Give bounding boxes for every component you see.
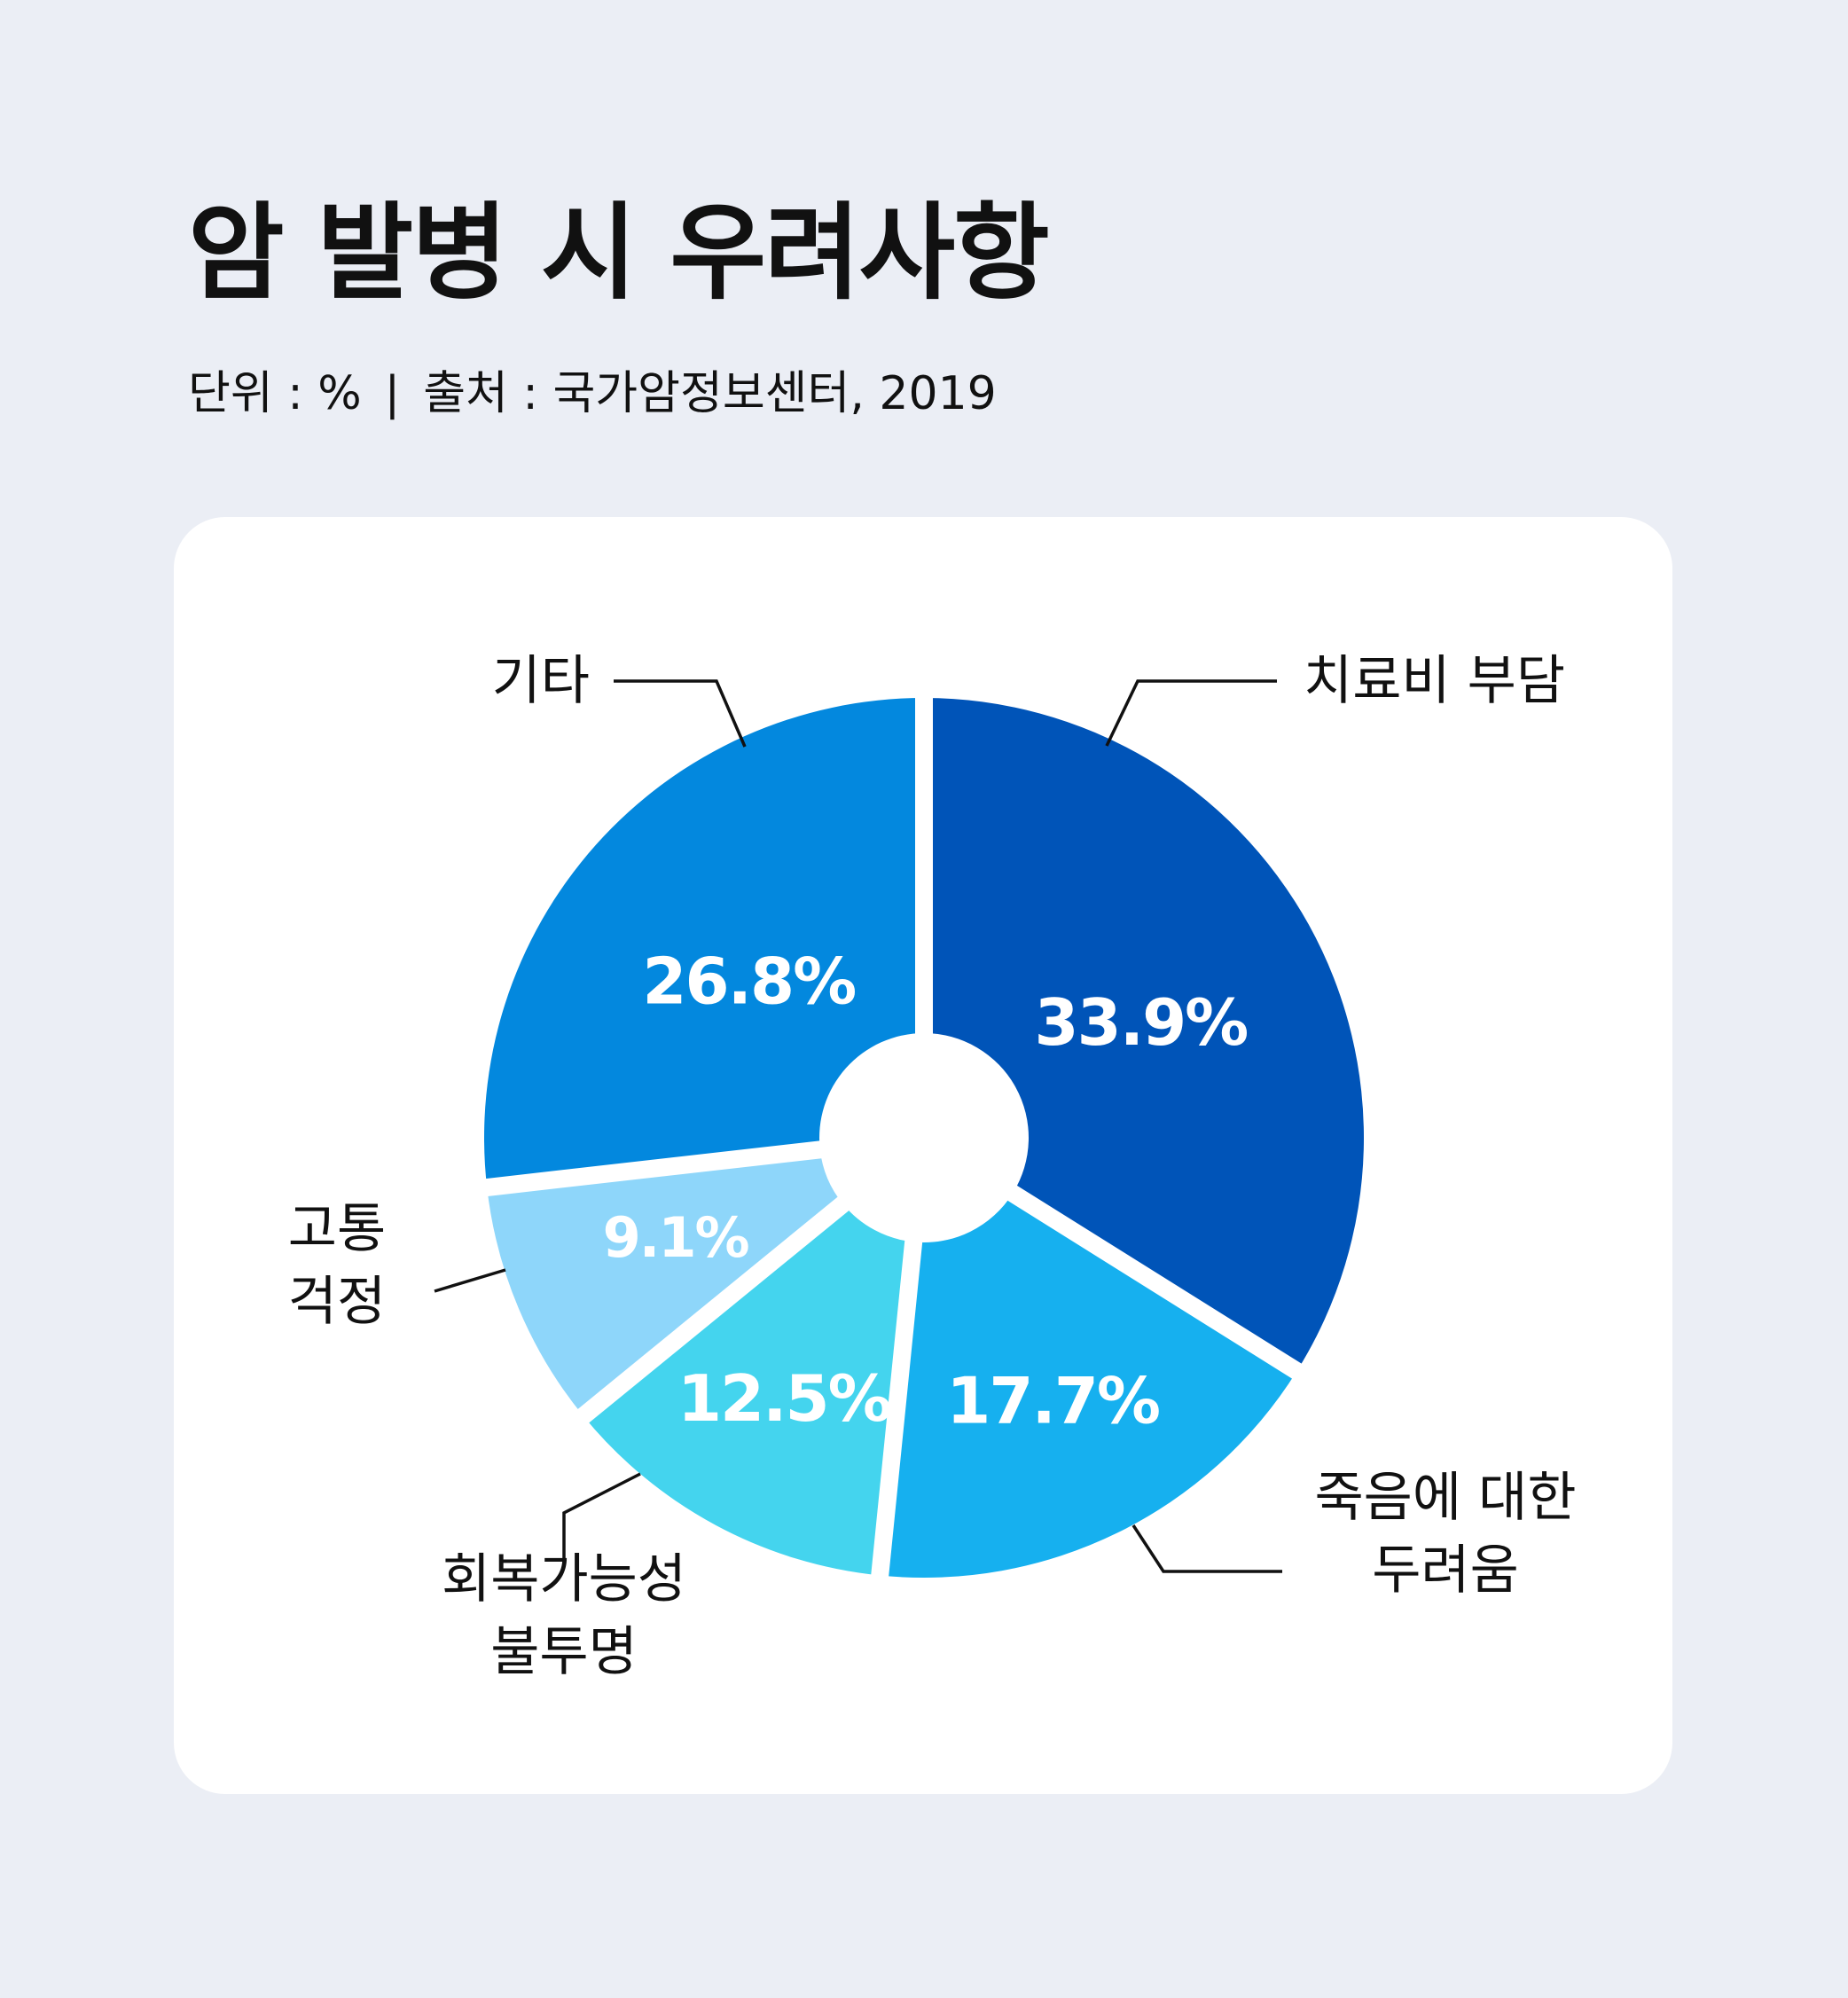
chart-title: 암 발병 시 우려사항 xyxy=(188,192,1050,314)
leader-line-pain-worry xyxy=(434,1268,506,1293)
subtitle-separator: | xyxy=(384,367,401,420)
category-label-pain-worry: 고통 xyxy=(288,1198,386,1260)
category-label-pain-worry: 걱정 xyxy=(288,1271,386,1333)
value-label-fear-of-death: 17.7% xyxy=(946,1363,1159,1438)
slice-separator xyxy=(572,1194,852,1428)
slice-recovery-uncertainty xyxy=(583,1203,914,1576)
slice-separator xyxy=(1004,1183,1308,1383)
value-labels: 33.9% 17.7% 12.5% 9.1% 26.8% xyxy=(603,944,1249,1438)
value-label-other: 26.8% xyxy=(642,944,855,1019)
slice-other xyxy=(484,698,924,1187)
leader-line-treatment-cost xyxy=(1105,679,1277,747)
slice-fear-of-death xyxy=(880,1193,1297,1578)
value-label-treatment-cost: 33.9% xyxy=(1035,985,1248,1060)
category-label-other: 기타 xyxy=(492,650,590,712)
category-label-fear-of-death: 두려움 xyxy=(1372,1540,1519,1602)
donut-slices xyxy=(479,691,1364,1584)
value-label-recovery-uncertainty: 12.5% xyxy=(677,1361,890,1436)
leader-lines xyxy=(434,679,1282,1573)
category-label-recovery-uncertainty: 불투명 xyxy=(490,1621,638,1683)
slice-pain-worry xyxy=(487,1149,843,1416)
source-label: 출처 : 국가암정보센터, 2019 xyxy=(423,367,997,420)
category-label-treatment-cost: 치료비 부담 xyxy=(1304,650,1565,712)
unit-label: 단위 : % xyxy=(188,367,362,420)
category-label-recovery-uncertainty: 회복가능성 xyxy=(442,1548,686,1610)
slice-separator xyxy=(479,1140,826,1197)
leader-line-other xyxy=(614,679,747,748)
leader-line-fear-of-death xyxy=(1132,1524,1282,1573)
leader-line-recovery-uncertainty xyxy=(562,1472,641,1564)
value-label-pain-worry: 9.1% xyxy=(603,1205,749,1270)
category-label-fear-of-death: 죽음에 대한 xyxy=(1314,1467,1576,1529)
slice-separator xyxy=(870,1236,923,1584)
chart-subtitle: 단위 : % | 출처 : 국가암정보센터, 2019 xyxy=(188,371,997,417)
